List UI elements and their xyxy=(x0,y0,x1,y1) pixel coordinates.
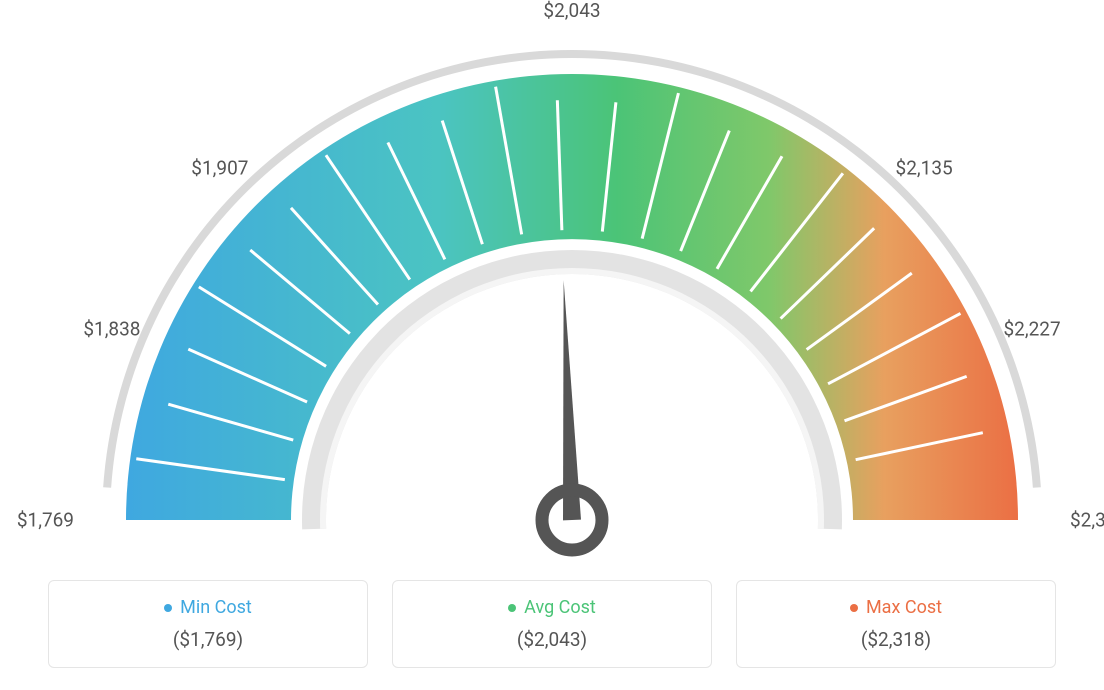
legend-value-min: ($1,769) xyxy=(173,628,243,651)
legend-card-avg: Avg Cost ($2,043) xyxy=(392,580,712,668)
tick-label: $1,769 xyxy=(17,509,74,532)
tick-label: $2,135 xyxy=(896,156,953,179)
gauge-svg xyxy=(20,20,1104,560)
legend-dot-max xyxy=(850,604,858,612)
legend-card-min: Min Cost ($1,769) xyxy=(48,580,368,668)
legend-dot-min xyxy=(164,604,172,612)
legend-label-min: Min Cost xyxy=(180,597,252,618)
tick-label: $1,907 xyxy=(191,156,248,179)
legend-label-max: Max Cost xyxy=(866,597,942,618)
tick-label: $2,318 xyxy=(1070,509,1104,532)
tick-label: $1,838 xyxy=(83,318,140,341)
legend-row: Min Cost ($1,769) Avg Cost ($2,043) Max … xyxy=(20,580,1084,668)
legend-label-avg: Avg Cost xyxy=(524,597,596,618)
legend-card-max: Max Cost ($2,318) xyxy=(736,580,1056,668)
gauge-chart-container: $1,769 $1,838 $1,907 $2,043 $2,135 $2,227 $2,3… xyxy=(0,0,1104,690)
legend-title-max: Max Cost xyxy=(850,597,942,618)
legend-dot-avg xyxy=(508,604,516,612)
gauge-area: $1,769$1,838$1,907$2,043$2,135$2,227$2,3… xyxy=(20,20,1084,560)
legend-value-max: ($2,318) xyxy=(861,628,931,651)
legend-value-avg: ($2,043) xyxy=(517,628,587,651)
tick-label: $2,227 xyxy=(1004,318,1061,341)
legend-title-min: Min Cost xyxy=(164,597,252,618)
tick-label: $2,043 xyxy=(543,0,600,22)
legend-title-avg: Avg Cost xyxy=(508,597,596,618)
